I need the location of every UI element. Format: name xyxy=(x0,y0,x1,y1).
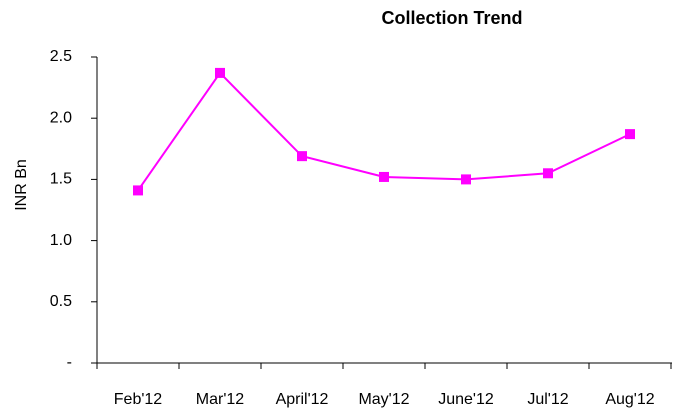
marker xyxy=(297,151,307,162)
marker xyxy=(133,185,143,196)
y-tick-label: 2.0 xyxy=(50,109,72,126)
y-tick-label: 1.5 xyxy=(50,171,72,188)
chart-title: Collection Trend xyxy=(381,8,522,28)
y-axis-label: INR Bn xyxy=(13,159,30,211)
x-tick-label: Feb'12 xyxy=(114,391,163,408)
marker xyxy=(379,171,389,182)
marker xyxy=(461,174,471,185)
x-tick-label: Mar'12 xyxy=(196,391,245,408)
marker xyxy=(625,129,635,140)
x-tick-label: April'12 xyxy=(276,391,329,408)
y-tick-label: 2.5 xyxy=(50,48,72,65)
y-tick-label: 0.5 xyxy=(50,293,72,310)
x-tick-label: May'12 xyxy=(358,391,409,408)
y-tick-label: 1.0 xyxy=(50,232,72,249)
x-tick-label: Aug'12 xyxy=(605,391,654,408)
x-tick-label: Jul'12 xyxy=(527,391,568,408)
y-tick-label: - xyxy=(67,354,72,371)
marker xyxy=(543,168,553,179)
x-tick-label: June'12 xyxy=(438,391,494,408)
marker xyxy=(215,67,225,78)
